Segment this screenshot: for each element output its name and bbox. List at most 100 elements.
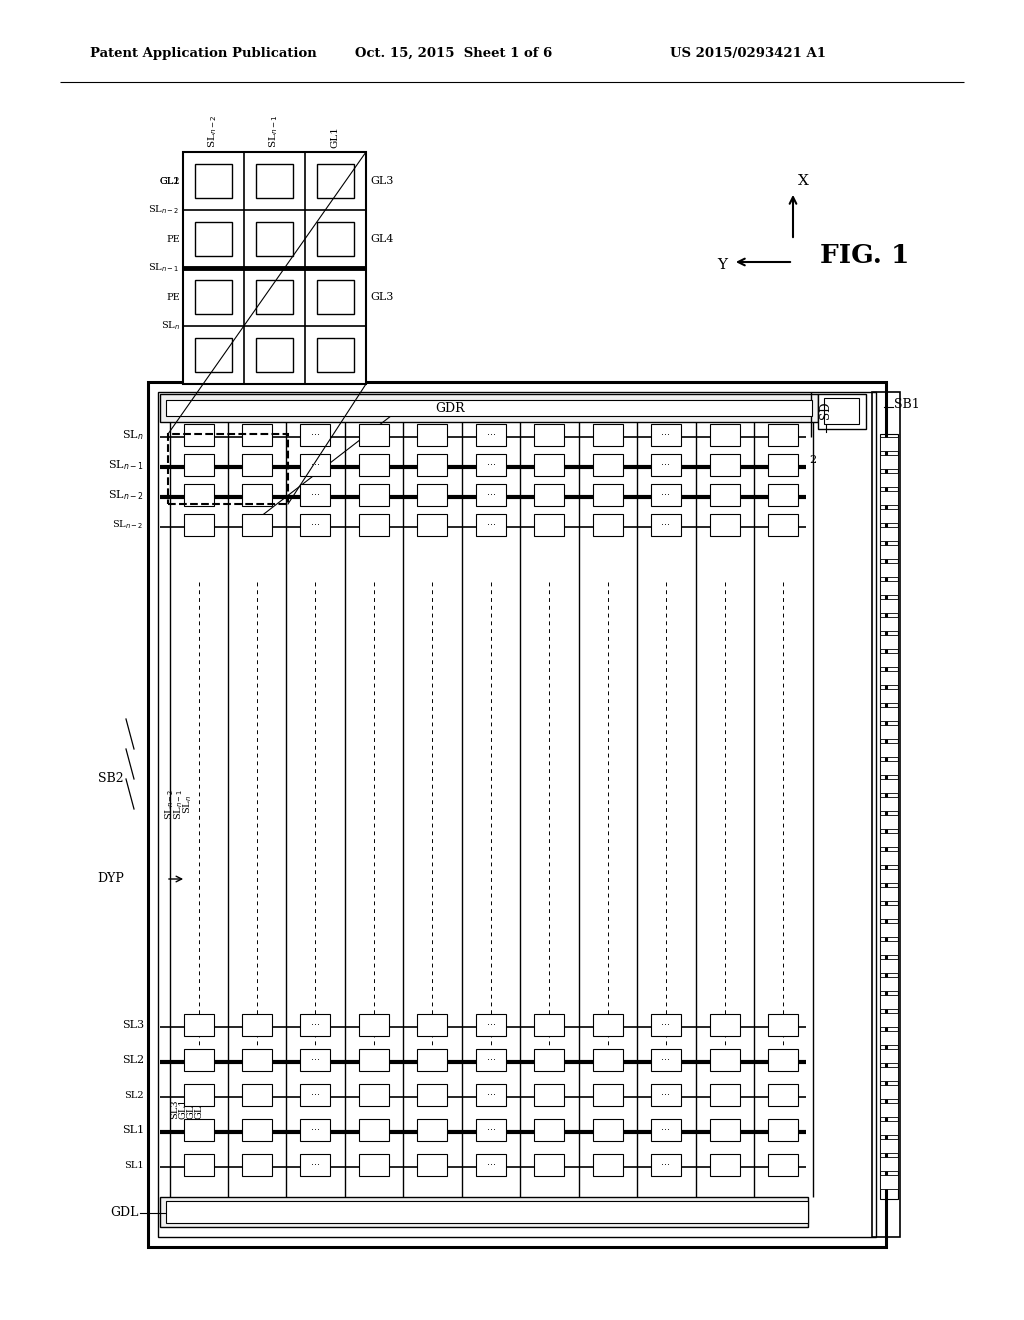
Bar (417, 1049, 447, 1071)
Bar (359, 1014, 389, 1036)
Bar (880, 797, 898, 810)
Bar (880, 653, 898, 667)
Bar (359, 454, 389, 477)
Bar (195, 280, 232, 314)
Bar (880, 906, 898, 919)
Bar (651, 1154, 681, 1176)
Bar (880, 434, 898, 1199)
Text: SD: SD (819, 401, 833, 418)
Bar (880, 689, 898, 704)
Bar (710, 484, 740, 506)
Bar (880, 545, 898, 558)
Text: ···: ··· (310, 520, 319, 531)
Bar (651, 1049, 681, 1071)
Bar (710, 1119, 740, 1140)
Bar (242, 513, 272, 536)
Bar (824, 399, 859, 424)
Text: GDR: GDR (435, 403, 465, 416)
Bar (148, 381, 886, 1247)
Text: ···: ··· (486, 1125, 496, 1135)
Bar (880, 725, 898, 739)
Bar (880, 527, 898, 541)
Text: Y: Y (717, 257, 727, 272)
Text: GL3: GL3 (370, 292, 393, 302)
Bar (768, 454, 798, 477)
Text: SL3: SL3 (122, 1020, 144, 1030)
Bar (476, 1049, 506, 1071)
Bar (880, 869, 898, 883)
Text: SL$_{n-2}$: SL$_{n-2}$ (164, 788, 176, 820)
Text: Oct. 15, 2015  Sheet 1 of 6: Oct. 15, 2015 Sheet 1 of 6 (355, 48, 552, 59)
Bar (359, 1049, 389, 1071)
Bar (880, 941, 898, 954)
Bar (184, 1084, 214, 1106)
Bar (195, 222, 232, 256)
Bar (256, 280, 293, 314)
Bar (880, 437, 898, 451)
Text: GL4: GL4 (370, 234, 393, 244)
Bar (359, 424, 389, 446)
Bar (768, 1084, 798, 1106)
Bar (195, 164, 232, 198)
Text: Patent Application Publication: Patent Application Publication (90, 48, 316, 59)
Bar (880, 491, 898, 506)
Bar (417, 1014, 447, 1036)
Bar (242, 1049, 272, 1071)
Bar (158, 392, 876, 1237)
Text: SL$_{n-2}$: SL$_{n-2}$ (109, 488, 144, 502)
Bar (184, 424, 214, 446)
Bar (534, 484, 564, 506)
Bar (417, 1119, 447, 1140)
Text: GL2: GL2 (186, 1098, 196, 1119)
Bar (300, 484, 330, 506)
Bar (768, 513, 798, 536)
Text: SL$_{n-1}$: SL$_{n-1}$ (267, 115, 281, 148)
Bar (184, 1049, 214, 1071)
Text: ···: ··· (310, 1125, 319, 1135)
Bar (651, 513, 681, 536)
Bar (476, 1119, 506, 1140)
Bar (184, 1154, 214, 1176)
Text: ···: ··· (310, 430, 319, 440)
Text: ···: ··· (662, 1020, 671, 1030)
Bar (476, 1084, 506, 1106)
Bar (593, 1119, 623, 1140)
Text: ···: ··· (662, 490, 671, 500)
Bar (651, 424, 681, 446)
Text: SL1: SL1 (124, 1160, 144, 1170)
Bar (256, 338, 293, 372)
Bar (710, 1049, 740, 1071)
Bar (710, 1084, 740, 1106)
Bar (872, 392, 900, 1237)
Text: ···: ··· (310, 1020, 319, 1030)
Text: PE: PE (166, 293, 180, 301)
Bar (880, 473, 898, 487)
Text: ···: ··· (662, 1125, 671, 1135)
Bar (880, 671, 898, 685)
Bar (256, 164, 293, 198)
Bar (242, 1119, 272, 1140)
Text: SB1: SB1 (894, 397, 920, 411)
Text: ···: ··· (662, 1090, 671, 1100)
Bar (710, 1014, 740, 1036)
Bar (651, 1084, 681, 1106)
Bar (417, 484, 447, 506)
Bar (880, 564, 898, 577)
Bar (880, 814, 898, 829)
Bar (242, 484, 272, 506)
Text: ···: ··· (310, 490, 319, 500)
Bar (710, 1154, 740, 1176)
Text: GL1: GL1 (160, 177, 180, 186)
Bar (184, 513, 214, 536)
Bar (710, 513, 740, 536)
Bar (880, 1049, 898, 1063)
Bar (880, 1139, 898, 1152)
Bar (880, 923, 898, 937)
Bar (651, 1119, 681, 1140)
Text: GL1: GL1 (331, 127, 340, 148)
Text: US 2015/0293421 A1: US 2015/0293421 A1 (670, 48, 826, 59)
Bar (300, 1049, 330, 1071)
Bar (184, 1119, 214, 1140)
Text: SL$_{n-1}$: SL$_{n-1}$ (109, 458, 144, 471)
Bar (880, 995, 898, 1008)
